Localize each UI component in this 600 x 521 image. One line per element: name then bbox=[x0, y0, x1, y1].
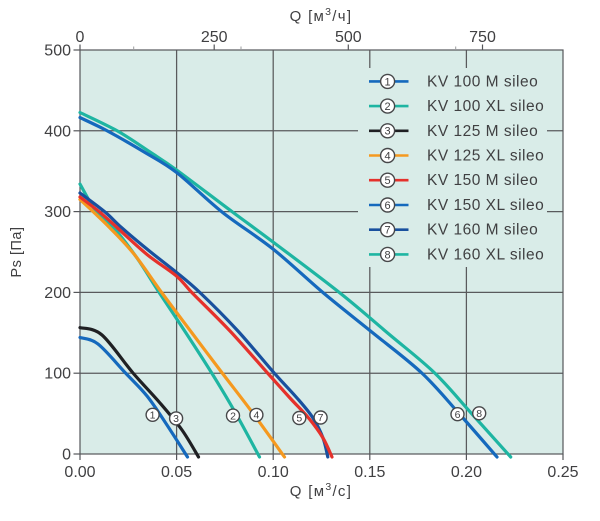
svg-text:KV 125 M sileo: KV 125 M sileo bbox=[427, 123, 538, 140]
svg-text:KV 150 XL sileo: KV 150 XL sileo bbox=[427, 197, 544, 214]
svg-text:Q [м3/с]: Q [м3/с] bbox=[290, 481, 352, 500]
svg-text:0: 0 bbox=[76, 29, 85, 46]
svg-text:KV 160 M sileo: KV 160 M sileo bbox=[427, 222, 538, 239]
svg-text:500: 500 bbox=[44, 43, 71, 60]
svg-text:0.00: 0.00 bbox=[64, 464, 95, 481]
svg-text:KV 100 M sileo: KV 100 M sileo bbox=[427, 73, 538, 90]
svg-text:KV 125 XL sileo: KV 125 XL sileo bbox=[427, 148, 544, 165]
svg-text:Ps [Па]: Ps [Па] bbox=[9, 227, 25, 278]
svg-text:8: 8 bbox=[385, 249, 391, 261]
svg-text:3: 3 bbox=[385, 126, 391, 138]
svg-text:500: 500 bbox=[335, 29, 362, 46]
svg-text:6: 6 bbox=[385, 200, 391, 212]
svg-text:0.20: 0.20 bbox=[451, 464, 482, 481]
svg-text:7: 7 bbox=[318, 412, 324, 424]
svg-text:Q [м3/ч]: Q [м3/ч] bbox=[290, 6, 353, 25]
svg-text:0.15: 0.15 bbox=[354, 464, 385, 481]
svg-text:7: 7 bbox=[385, 225, 391, 237]
svg-text:100: 100 bbox=[44, 366, 71, 383]
svg-text:4: 4 bbox=[385, 150, 391, 162]
svg-text:3: 3 bbox=[173, 413, 179, 425]
svg-text:KV 100 XL sileo: KV 100 XL sileo bbox=[427, 98, 544, 115]
svg-text:8: 8 bbox=[476, 408, 482, 420]
svg-text:KV 160 XL sileo: KV 160 XL sileo bbox=[427, 246, 544, 263]
svg-text:0.25: 0.25 bbox=[547, 464, 578, 481]
svg-text:200: 200 bbox=[44, 285, 71, 302]
svg-text:2: 2 bbox=[230, 410, 236, 422]
svg-text:6: 6 bbox=[455, 409, 461, 421]
svg-text:5: 5 bbox=[296, 413, 302, 425]
svg-text:300: 300 bbox=[44, 204, 71, 221]
svg-text:1: 1 bbox=[385, 76, 391, 88]
svg-text:0.10: 0.10 bbox=[258, 464, 289, 481]
svg-text:KV 150 M sileo: KV 150 M sileo bbox=[427, 172, 538, 189]
svg-text:5: 5 bbox=[385, 175, 391, 187]
svg-text:4: 4 bbox=[253, 410, 259, 422]
svg-text:400: 400 bbox=[44, 123, 71, 140]
svg-text:0: 0 bbox=[62, 447, 71, 464]
svg-text:750: 750 bbox=[469, 29, 496, 46]
svg-text:2: 2 bbox=[385, 101, 391, 113]
svg-text:0.05: 0.05 bbox=[161, 464, 192, 481]
svg-text:250: 250 bbox=[201, 29, 228, 46]
svg-text:1: 1 bbox=[150, 410, 156, 422]
